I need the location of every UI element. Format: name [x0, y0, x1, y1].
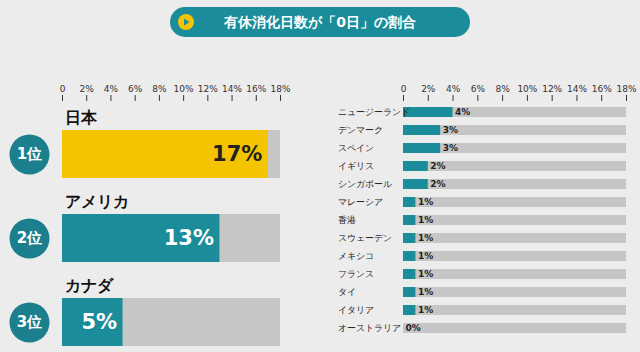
svg-text:2%: 2% [421, 84, 436, 94]
svg-text:3%: 3% [443, 143, 458, 153]
svg-text:1%: 1% [418, 287, 433, 297]
svg-text:オーストラリア: オーストラリア [338, 323, 401, 333]
svg-text:香港: 香港 [338, 215, 356, 225]
svg-text:1%: 1% [418, 197, 433, 207]
svg-text:2%: 2% [430, 179, 445, 189]
svg-text:16%: 16% [246, 84, 266, 94]
html-text:有休消化日数が「0日」の割合: 有休消化日数が「0日」の割合 [224, 14, 416, 30]
svg-text:6%: 6% [471, 84, 486, 94]
svg-text:タイ: タイ [338, 287, 356, 297]
svg-text:アメリカ: アメリカ [65, 192, 129, 211]
svg-text:ニュージーランド: ニュージーランド [338, 107, 410, 117]
svg-text:カナダ: カナダ [65, 276, 114, 295]
svg-text:14%: 14% [567, 84, 587, 94]
svg-text:イタリア: イタリア [338, 305, 374, 315]
svg-text:メキシコ: メキシコ [338, 251, 374, 261]
svg-text:1%: 1% [418, 251, 433, 261]
svg-text:シンガポール: シンガポール [338, 179, 392, 189]
svg-text:13%: 13% [164, 226, 214, 250]
svg-text:8%: 8% [152, 84, 167, 94]
svg-text:フランス: フランス [338, 269, 374, 279]
svg-text:1位: 1位 [17, 145, 42, 163]
svg-text:3位: 3位 [17, 313, 42, 331]
svg-text:1%: 1% [418, 269, 433, 279]
svg-text:14%: 14% [222, 84, 242, 94]
svg-text:18%: 18% [270, 84, 290, 94]
svg-text:3%: 3% [443, 125, 458, 135]
svg-text:2%: 2% [430, 161, 445, 171]
svg-text:8%: 8% [495, 84, 510, 94]
svg-text:12%: 12% [542, 84, 562, 94]
svg-text:4%: 4% [446, 84, 461, 94]
svg-text:10%: 10% [517, 84, 537, 94]
svg-text:1%: 1% [418, 215, 433, 225]
svg-text:2位: 2位 [17, 229, 42, 247]
svg-text:2%: 2% [80, 84, 95, 94]
svg-text:1%: 1% [418, 305, 433, 315]
svg-text:日本: 日本 [65, 108, 98, 127]
svg-text:スペイン: スペイン [338, 143, 374, 153]
svg-text:10%: 10% [174, 84, 194, 94]
svg-text:マレーシア: マレーシア [338, 197, 383, 207]
svg-text:12%: 12% [198, 84, 218, 94]
svg-text:5%: 5% [81, 310, 117, 334]
svg-text:4%: 4% [455, 107, 470, 117]
svg-text:16%: 16% [592, 84, 612, 94]
svg-text:6%: 6% [128, 84, 143, 94]
svg-text:0: 0 [401, 84, 407, 94]
svg-text:0%: 0% [406, 323, 421, 333]
svg-text:17%: 17% [212, 142, 262, 166]
svg-text:デンマーク: デンマーク [338, 125, 383, 135]
svg-text:0: 0 [60, 84, 66, 94]
svg-text:イギリス: イギリス [338, 161, 374, 171]
svg-text:1%: 1% [418, 233, 433, 243]
svg-text:4%: 4% [104, 84, 119, 94]
svg-text:スウェーデン: スウェーデン [338, 233, 392, 243]
svg-text:18%: 18% [616, 84, 636, 94]
